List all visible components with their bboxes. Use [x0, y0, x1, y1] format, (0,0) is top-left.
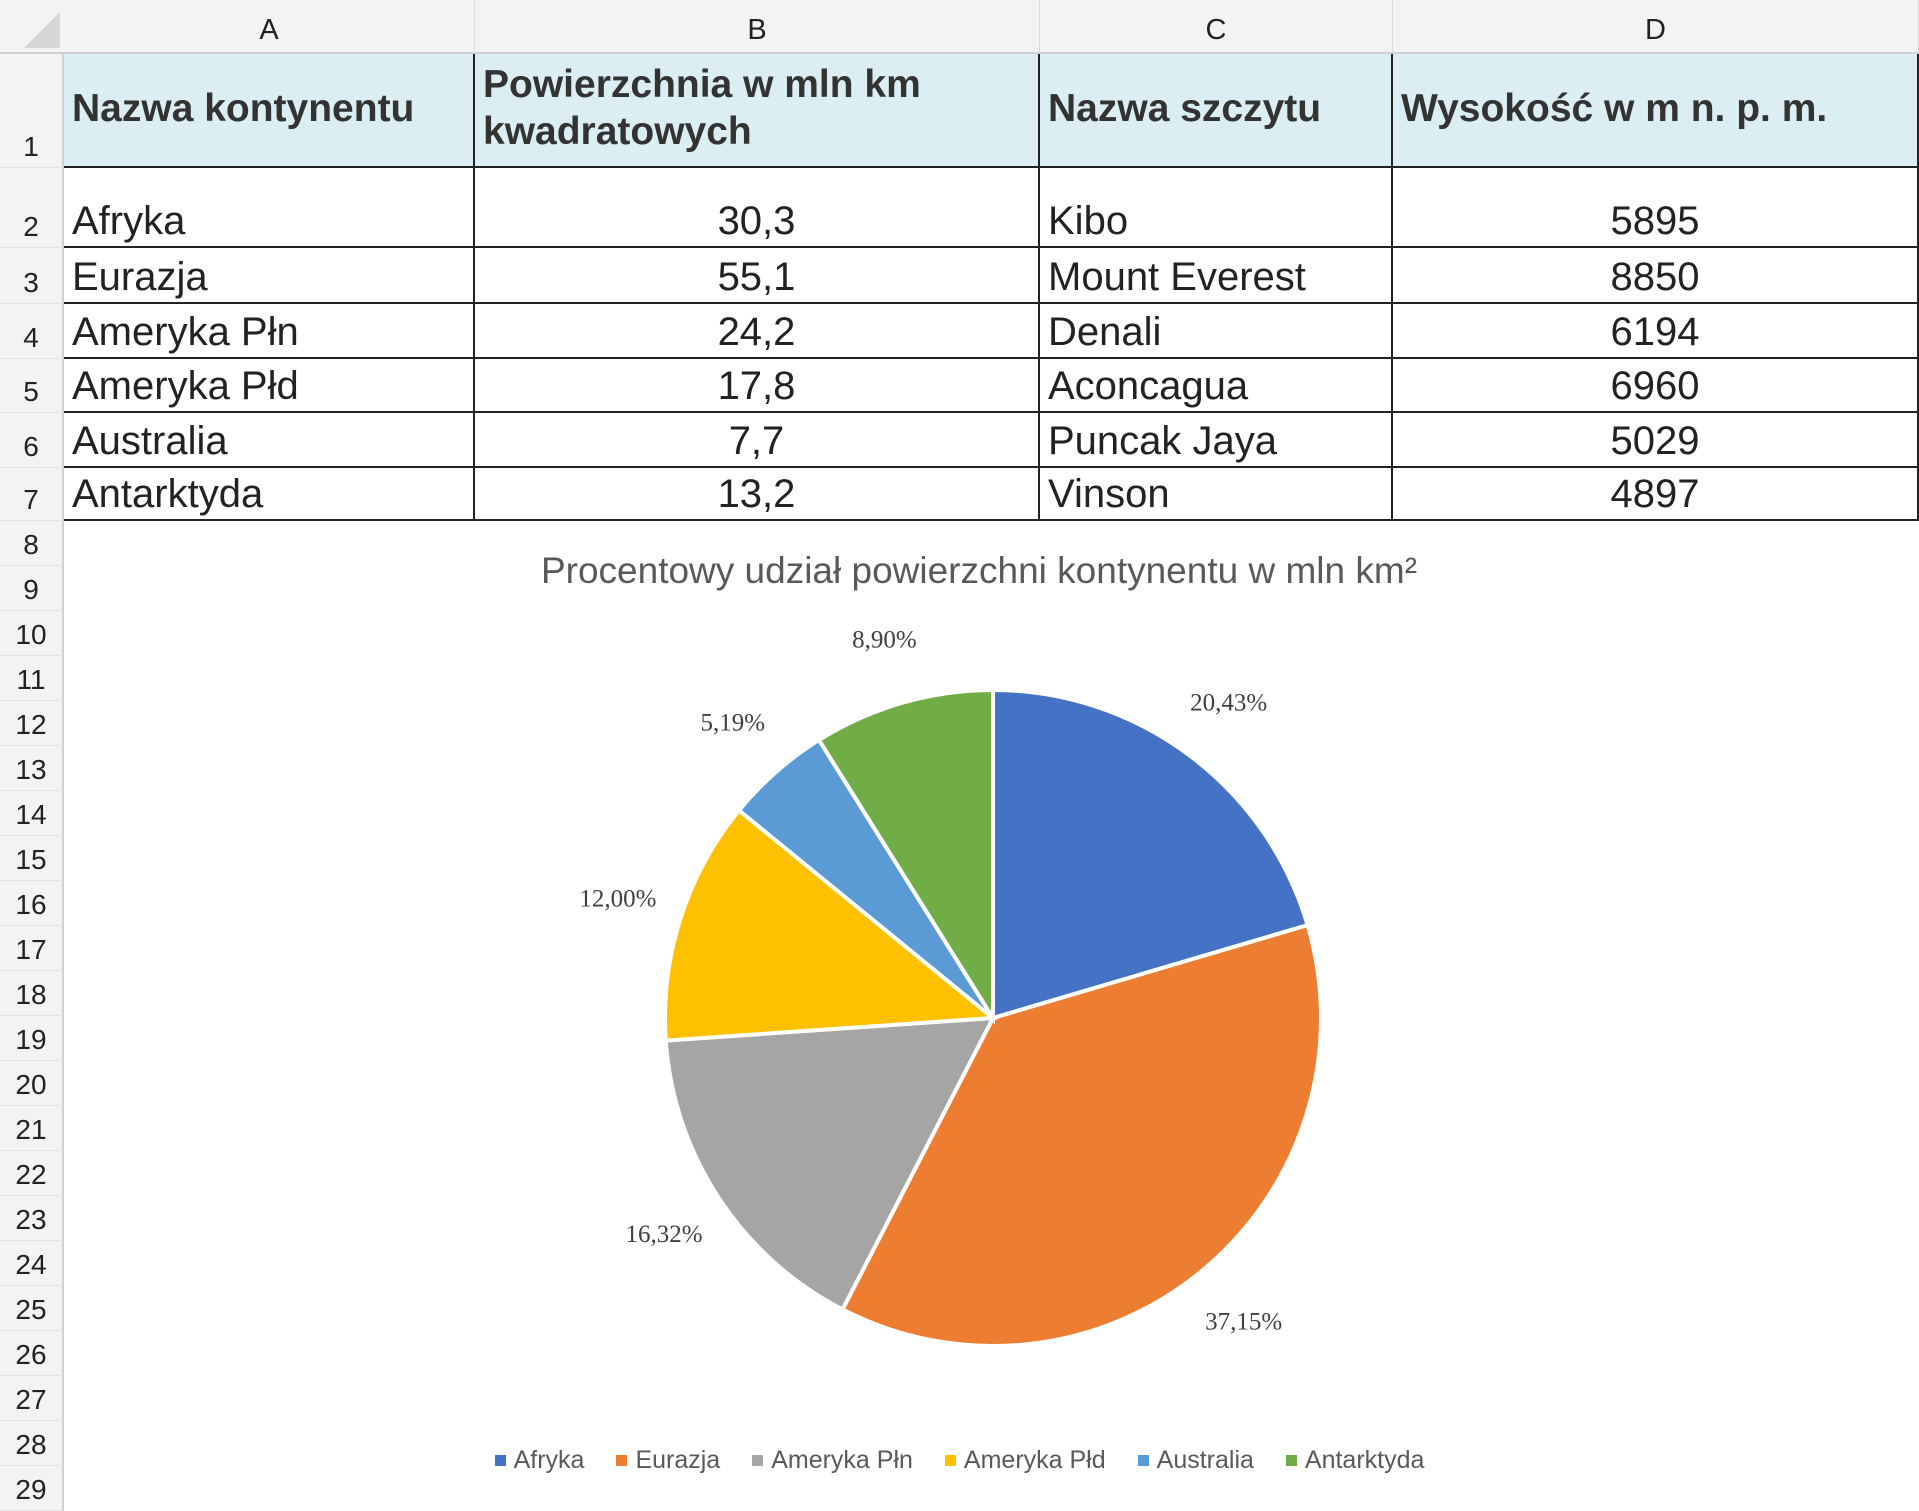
- row-header-24[interactable]: 24: [0, 1241, 64, 1286]
- data-label: 8,90%: [852, 627, 917, 654]
- table-cell[interactable]: 55,1: [475, 248, 1040, 304]
- row-header-26[interactable]: 26: [0, 1331, 64, 1376]
- legend-item[interactable]: Eurazja: [616, 1446, 720, 1475]
- data-label: 16,32%: [626, 1221, 703, 1248]
- pie-slice-3[interactable]: [663, 1015, 997, 1313]
- pie-slice-1[interactable]: [991, 687, 1311, 1021]
- table-cell[interactable]: Eurazja: [64, 248, 475, 304]
- legend-swatch: [1285, 1455, 1297, 1466]
- data-label: 5,19%: [700, 710, 765, 737]
- table-cell[interactable]: 5029: [1393, 413, 1919, 468]
- chart-legend: Afryka Eurazja Ameryka Płn Ameryka Płd Austr…: [0, 1446, 1919, 1475]
- legend-item[interactable]: Antarktyda: [1285, 1446, 1425, 1475]
- row-header-16[interactable]: 16: [0, 881, 64, 926]
- data-label: 37,15%: [1205, 1308, 1282, 1335]
- table-cell[interactable]: Vinson: [1040, 468, 1393, 521]
- table-cell[interactable]: Afryka: [64, 168, 475, 248]
- legend-item[interactable]: Ameryka Płd: [944, 1446, 1106, 1475]
- row-header-20[interactable]: 20: [0, 1061, 64, 1106]
- row-header-3[interactable]: 3: [0, 248, 64, 304]
- table-cell[interactable]: Australia: [64, 413, 475, 468]
- row-header-2[interactable]: 2: [0, 168, 64, 248]
- table-cell[interactable]: Denali: [1040, 304, 1393, 359]
- table-cell[interactable]: Ameryka Płn: [64, 304, 475, 359]
- row-header-4[interactable]: 4: [0, 304, 64, 359]
- pie-slice-2[interactable]: [839, 922, 1323, 1348]
- row-header-17[interactable]: 17: [0, 926, 64, 971]
- row-header-6[interactable]: 6: [0, 413, 64, 468]
- table-cell[interactable]: 24,2: [475, 304, 1040, 359]
- legend-swatch: [752, 1455, 764, 1466]
- legend-label: Ameryka Płn: [771, 1446, 913, 1474]
- chart-title: Procentowy udział powierzchni kontynentu…: [541, 550, 1417, 591]
- row-header-14[interactable]: 14: [0, 791, 64, 836]
- data-label: 12,00%: [579, 886, 656, 913]
- legend-label: Eurazja: [635, 1446, 721, 1474]
- select-all-corner[interactable]: [0, 0, 64, 54]
- row-header-1[interactable]: 1: [0, 54, 64, 168]
- table-cell[interactable]: Puncak Jaya: [1040, 413, 1393, 468]
- legend-swatch: [944, 1455, 956, 1466]
- row-header-5[interactable]: 5: [0, 359, 64, 413]
- table-cell[interactable]: 17,8: [475, 359, 1040, 413]
- table-cell[interactable]: 6960: [1393, 359, 1919, 413]
- row-header-21[interactable]: 21: [0, 1106, 64, 1151]
- row-header-8[interactable]: 8: [0, 521, 64, 566]
- header-cell[interactable]: Nazwa szczytu: [1040, 54, 1393, 168]
- column-header-A[interactable]: A: [64, 0, 475, 54]
- legend-item[interactable]: Afryka: [494, 1446, 585, 1475]
- legend-label: Australia: [1156, 1446, 1254, 1474]
- table-cell[interactable]: Kibo: [1040, 168, 1393, 248]
- row-header-9[interactable]: 9: [0, 566, 64, 611]
- column-header-C[interactable]: C: [1040, 0, 1393, 54]
- table-cell[interactable]: Aconcagua: [1040, 359, 1393, 413]
- legend-swatch: [1137, 1455, 1149, 1466]
- table-cell[interactable]: 6194: [1393, 304, 1919, 359]
- table-cell[interactable]: 30,3: [475, 168, 1040, 248]
- row-header-15[interactable]: 15: [0, 836, 64, 881]
- pie-slice-4[interactable]: [663, 807, 999, 1043]
- table-cell[interactable]: 8850: [1393, 248, 1919, 304]
- row-header-11[interactable]: 11: [0, 656, 64, 701]
- row-header-12[interactable]: 12: [0, 701, 64, 746]
- header-cell[interactable]: Nazwa kontynentu: [64, 54, 475, 168]
- table-cell[interactable]: 5895: [1393, 168, 1919, 248]
- legend-item[interactable]: Ameryka Płn: [752, 1446, 913, 1475]
- pie-chart[interactable]: Procentowy udział powierzchni kontynentu…: [64, 521, 1919, 1508]
- column-header-D[interactable]: D: [1393, 0, 1919, 54]
- column-header-B[interactable]: B: [475, 0, 1040, 54]
- row-header-10[interactable]: 10: [0, 611, 64, 656]
- header-cell[interactable]: Wysokość w m n. p. m.: [1393, 54, 1919, 168]
- row-header-25[interactable]: 25: [0, 1286, 64, 1331]
- row-header-28[interactable]: 28: [0, 1421, 64, 1466]
- table-cell[interactable]: 4897: [1393, 468, 1919, 521]
- data-label: 20,43%: [1190, 690, 1267, 717]
- table-cell[interactable]: Ameryka Płd: [64, 359, 475, 413]
- row-header-13[interactable]: 13: [0, 746, 64, 791]
- table-cell[interactable]: Antarktyda: [64, 468, 475, 521]
- table-cell[interactable]: Mount Everest: [1040, 248, 1393, 304]
- table-cell[interactable]: 7,7: [475, 413, 1040, 468]
- legend-swatch: [494, 1455, 506, 1466]
- row-header-7[interactable]: 7: [0, 468, 64, 521]
- legend-label: Antarktyda: [1304, 1446, 1425, 1474]
- row-header-23[interactable]: 23: [0, 1196, 64, 1241]
- pie-slice-6[interactable]: [816, 687, 995, 1025]
- header-cell[interactable]: Powierzchnia w mln km kwadratowych: [475, 54, 1040, 168]
- legend-item[interactable]: Australia: [1137, 1446, 1254, 1475]
- row-header-18[interactable]: 18: [0, 971, 64, 1016]
- table-cell[interactable]: 13,2: [475, 468, 1040, 521]
- legend-label: Ameryka Płd: [963, 1446, 1106, 1474]
- legend-label: Afryka: [513, 1446, 585, 1474]
- row-header-22[interactable]: 22: [0, 1151, 64, 1196]
- row-header-27[interactable]: 27: [0, 1376, 64, 1421]
- row-header-19[interactable]: 19: [0, 1016, 64, 1061]
- legend-swatch: [616, 1455, 628, 1466]
